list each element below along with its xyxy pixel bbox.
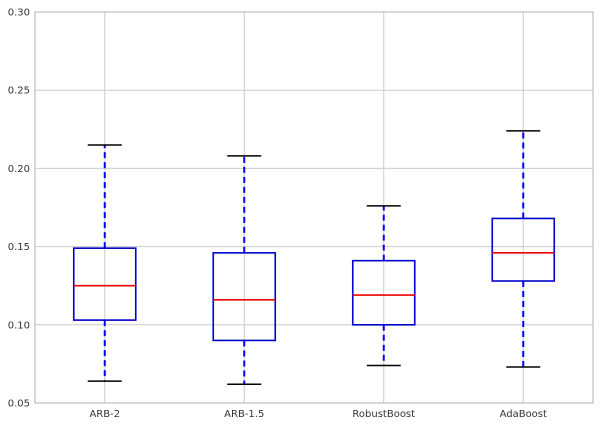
box-robustboost (351, 205, 416, 367)
y-tick-label: 0.25 (8, 86, 30, 97)
boxes (72, 130, 556, 385)
x-tick-label: ARB-1.5 (224, 409, 264, 420)
x-tick-label: AdaBoost (500, 409, 547, 420)
y-axis-tick-labels: 0.05 0.10 0.15 0.20 0.25 0.30 (8, 8, 30, 410)
y-tick-label: 0.30 (8, 8, 30, 19)
y-tick-label: 0.05 (8, 399, 30, 410)
box-adaboost (491, 130, 556, 368)
iqr-box (72, 247, 137, 321)
y-tick-label: 0.10 (8, 320, 30, 331)
x-axis-tick-labels: ARB-2 ARB-1.5 RobustBoost AdaBoost (89, 409, 547, 420)
iqr-box (212, 252, 277, 342)
box-arb-1-5 (212, 155, 277, 385)
y-tick-label: 0.20 (8, 164, 30, 175)
grid (35, 11, 593, 404)
plot-frame (34, 11, 594, 404)
x-tick-label: RobustBoost (352, 409, 415, 420)
iqr-box (351, 259, 416, 326)
iqr-box (491, 217, 556, 282)
y-tick-label: 0.15 (8, 242, 30, 253)
x-tick-label: ARB-2 (89, 409, 120, 420)
box-arb-2 (72, 144, 137, 382)
